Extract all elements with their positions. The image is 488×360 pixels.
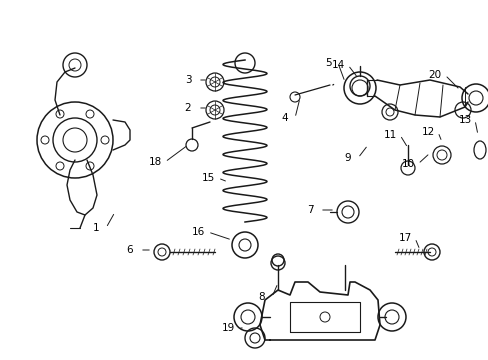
Text: 14: 14 <box>331 60 344 70</box>
Text: 4: 4 <box>281 113 288 123</box>
Text: 8: 8 <box>258 292 265 302</box>
Text: 10: 10 <box>401 159 414 169</box>
Text: 11: 11 <box>383 130 396 140</box>
Text: 2: 2 <box>184 103 191 113</box>
Text: 5: 5 <box>324 58 331 68</box>
Text: 13: 13 <box>457 115 470 125</box>
Text: 19: 19 <box>221 323 234 333</box>
Text: 3: 3 <box>184 75 191 85</box>
Text: 9: 9 <box>344 153 350 163</box>
Text: 6: 6 <box>126 245 133 255</box>
Text: 16: 16 <box>191 227 204 237</box>
Text: 15: 15 <box>201 173 214 183</box>
Text: 1: 1 <box>93 223 99 233</box>
Text: 20: 20 <box>427 70 441 80</box>
Text: 7: 7 <box>306 205 313 215</box>
Text: 12: 12 <box>421 127 434 137</box>
Text: 17: 17 <box>398 233 411 243</box>
Text: 18: 18 <box>148 157 162 167</box>
